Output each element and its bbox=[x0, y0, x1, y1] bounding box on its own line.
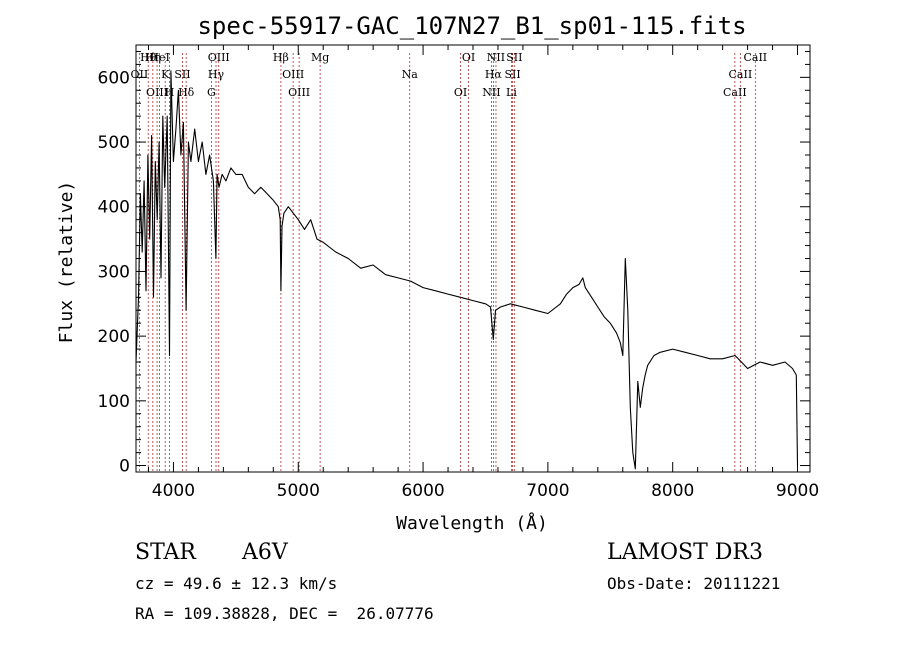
x-axis-label: Wavelength (Å) bbox=[396, 512, 548, 534]
line-label: K bbox=[161, 68, 170, 81]
line-label: G bbox=[207, 86, 216, 99]
x-tick-label: 5000 bbox=[277, 481, 320, 501]
x-tick-label: 9000 bbox=[776, 481, 819, 501]
line-label: OI bbox=[454, 86, 467, 99]
line-label: Hγ bbox=[208, 68, 225, 81]
line-label: Hδ bbox=[178, 86, 195, 99]
y-axis-label: Flux (relative) bbox=[56, 181, 77, 344]
line-label: SII bbox=[504, 68, 520, 81]
line-label: OIII bbox=[282, 68, 304, 81]
line-label: Mg bbox=[311, 51, 329, 64]
line-label: SII bbox=[174, 68, 190, 81]
y-tick-label: 0 bbox=[119, 457, 130, 477]
y-tick-label: 300 bbox=[98, 262, 130, 282]
sky-coordinates: RA = 109.38828, DEC = 26.07776 bbox=[135, 604, 434, 623]
object-subclass: A6V bbox=[242, 540, 288, 565]
survey-name: LAMOST DR3 bbox=[607, 540, 763, 565]
line-label: CaII bbox=[729, 68, 753, 81]
axis-ticks: 4000 5000 6000 7000 8000 9000 0 100 200 300 400 500… bbox=[98, 45, 819, 501]
line-label: OII bbox=[131, 68, 149, 81]
line-label: CaII bbox=[743, 51, 767, 64]
line-label: Hβ bbox=[273, 51, 289, 64]
x-tick-label: 8000 bbox=[651, 481, 694, 501]
line-label: HeI bbox=[149, 51, 169, 64]
line-label: CaII bbox=[723, 86, 747, 99]
line-label: NII bbox=[487, 51, 505, 64]
y-tick-label: 600 bbox=[98, 68, 130, 88]
y-tick-label: 200 bbox=[98, 327, 130, 347]
line-label: OIII bbox=[146, 86, 168, 99]
line-label: Hθ bbox=[140, 51, 157, 64]
plot-frame bbox=[135, 44, 811, 473]
line-label: Li bbox=[506, 86, 517, 99]
line-label: OIII bbox=[288, 86, 310, 99]
y-tick-label: 100 bbox=[98, 392, 130, 412]
redshift-velocity: cz = 49.6 ± 12.3 km/s bbox=[135, 574, 338, 593]
line-label: NII bbox=[482, 86, 500, 99]
object-class: STAR bbox=[135, 540, 196, 565]
x-tick-label: 6000 bbox=[401, 481, 444, 501]
line-label: OIII bbox=[208, 51, 230, 64]
line-label: H bbox=[165, 86, 175, 99]
line-label: OI bbox=[462, 51, 475, 64]
x-tick-label: 4000 bbox=[152, 481, 195, 501]
line-label: Na bbox=[402, 68, 419, 81]
line-label: SII bbox=[506, 51, 522, 64]
line-label: Hη bbox=[145, 51, 161, 64]
x-tick-label: 7000 bbox=[526, 481, 569, 501]
emission-line-markers bbox=[138, 53, 756, 472]
series-group bbox=[135, 70, 799, 470]
y-tick-label: 500 bbox=[98, 133, 130, 153]
y-tick-label: 400 bbox=[98, 198, 130, 218]
observation-date: Obs-Date: 20111221 bbox=[607, 574, 781, 593]
line-label: Hα bbox=[485, 68, 503, 81]
series-line-flux bbox=[135, 70, 799, 470]
chart-title: spec-55917-GAC_107N27_B1_sp01-115.fits bbox=[197, 12, 746, 40]
